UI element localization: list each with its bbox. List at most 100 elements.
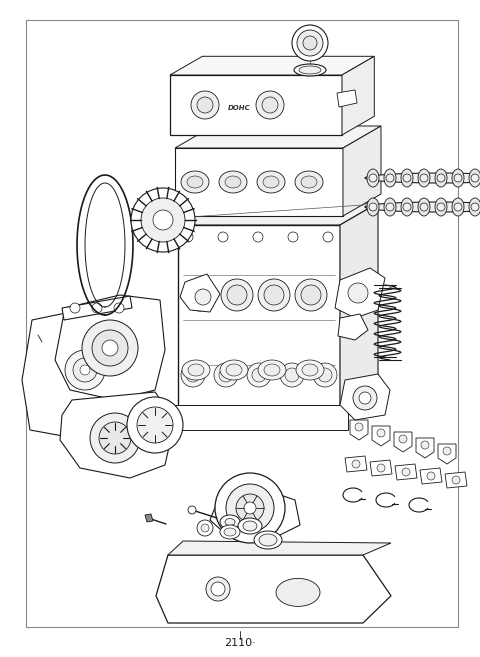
Circle shape [285, 368, 299, 382]
Circle shape [206, 577, 230, 601]
Circle shape [247, 363, 271, 387]
Ellipse shape [365, 202, 480, 212]
Ellipse shape [187, 176, 203, 188]
Ellipse shape [418, 169, 430, 187]
Polygon shape [178, 225, 340, 420]
Circle shape [297, 30, 323, 56]
Circle shape [73, 358, 97, 382]
Polygon shape [337, 90, 357, 107]
Ellipse shape [254, 531, 282, 549]
Circle shape [386, 174, 394, 182]
Circle shape [386, 203, 394, 211]
Circle shape [301, 285, 321, 305]
Polygon shape [180, 274, 220, 312]
Circle shape [359, 392, 371, 404]
Polygon shape [145, 514, 153, 522]
Ellipse shape [435, 198, 447, 216]
Polygon shape [210, 488, 300, 540]
Ellipse shape [469, 198, 480, 216]
Ellipse shape [181, 171, 209, 193]
Ellipse shape [295, 171, 323, 193]
Circle shape [377, 464, 385, 472]
Circle shape [114, 303, 124, 313]
Polygon shape [156, 555, 391, 623]
Circle shape [288, 232, 298, 242]
Polygon shape [370, 460, 392, 476]
Circle shape [353, 386, 377, 410]
Circle shape [348, 283, 368, 303]
Ellipse shape [296, 360, 324, 380]
Ellipse shape [384, 169, 396, 187]
Circle shape [181, 363, 205, 387]
Circle shape [369, 174, 377, 182]
Ellipse shape [435, 169, 447, 187]
Polygon shape [343, 126, 381, 216]
Polygon shape [345, 456, 367, 472]
Polygon shape [170, 405, 348, 430]
Polygon shape [22, 308, 152, 440]
Ellipse shape [299, 66, 321, 74]
Circle shape [141, 198, 185, 242]
Circle shape [70, 303, 80, 313]
Ellipse shape [220, 360, 248, 380]
Circle shape [80, 365, 90, 375]
Circle shape [258, 279, 290, 311]
Ellipse shape [294, 64, 326, 76]
Ellipse shape [401, 198, 413, 216]
Ellipse shape [418, 198, 430, 216]
Circle shape [102, 340, 118, 356]
Polygon shape [445, 472, 467, 488]
Polygon shape [420, 468, 442, 484]
Circle shape [218, 232, 228, 242]
Polygon shape [372, 426, 390, 446]
Circle shape [452, 476, 460, 484]
Circle shape [215, 473, 285, 543]
Circle shape [65, 350, 105, 390]
Circle shape [153, 210, 173, 230]
Circle shape [183, 232, 193, 242]
Polygon shape [394, 432, 412, 452]
Circle shape [131, 188, 195, 252]
Circle shape [201, 524, 209, 532]
Ellipse shape [263, 176, 279, 188]
Circle shape [437, 174, 445, 182]
Circle shape [471, 203, 479, 211]
Polygon shape [438, 444, 456, 464]
Circle shape [244, 502, 256, 514]
Circle shape [264, 285, 284, 305]
Polygon shape [55, 295, 165, 400]
Circle shape [313, 363, 337, 387]
Circle shape [421, 441, 429, 449]
Circle shape [402, 468, 410, 476]
Circle shape [226, 484, 274, 532]
Ellipse shape [220, 525, 240, 539]
Circle shape [437, 203, 445, 211]
Polygon shape [416, 438, 434, 458]
Ellipse shape [224, 528, 236, 536]
Ellipse shape [401, 169, 413, 187]
Circle shape [443, 447, 451, 455]
Circle shape [253, 232, 263, 242]
Polygon shape [168, 541, 391, 555]
Circle shape [221, 279, 253, 311]
Text: DOHC: DOHC [228, 105, 250, 111]
Circle shape [188, 506, 196, 514]
Ellipse shape [365, 173, 480, 183]
Ellipse shape [182, 360, 210, 380]
Ellipse shape [259, 534, 277, 546]
Circle shape [256, 91, 284, 119]
Ellipse shape [452, 169, 464, 187]
Circle shape [197, 520, 213, 536]
Circle shape [403, 203, 411, 211]
Circle shape [186, 368, 200, 382]
Circle shape [303, 36, 317, 50]
Circle shape [190, 285, 210, 305]
Circle shape [262, 97, 278, 113]
Text: 2110·: 2110· [224, 637, 256, 648]
Circle shape [355, 423, 363, 431]
Ellipse shape [188, 364, 204, 376]
Circle shape [214, 363, 238, 387]
Ellipse shape [225, 518, 235, 526]
Polygon shape [350, 420, 368, 440]
Ellipse shape [302, 364, 318, 376]
